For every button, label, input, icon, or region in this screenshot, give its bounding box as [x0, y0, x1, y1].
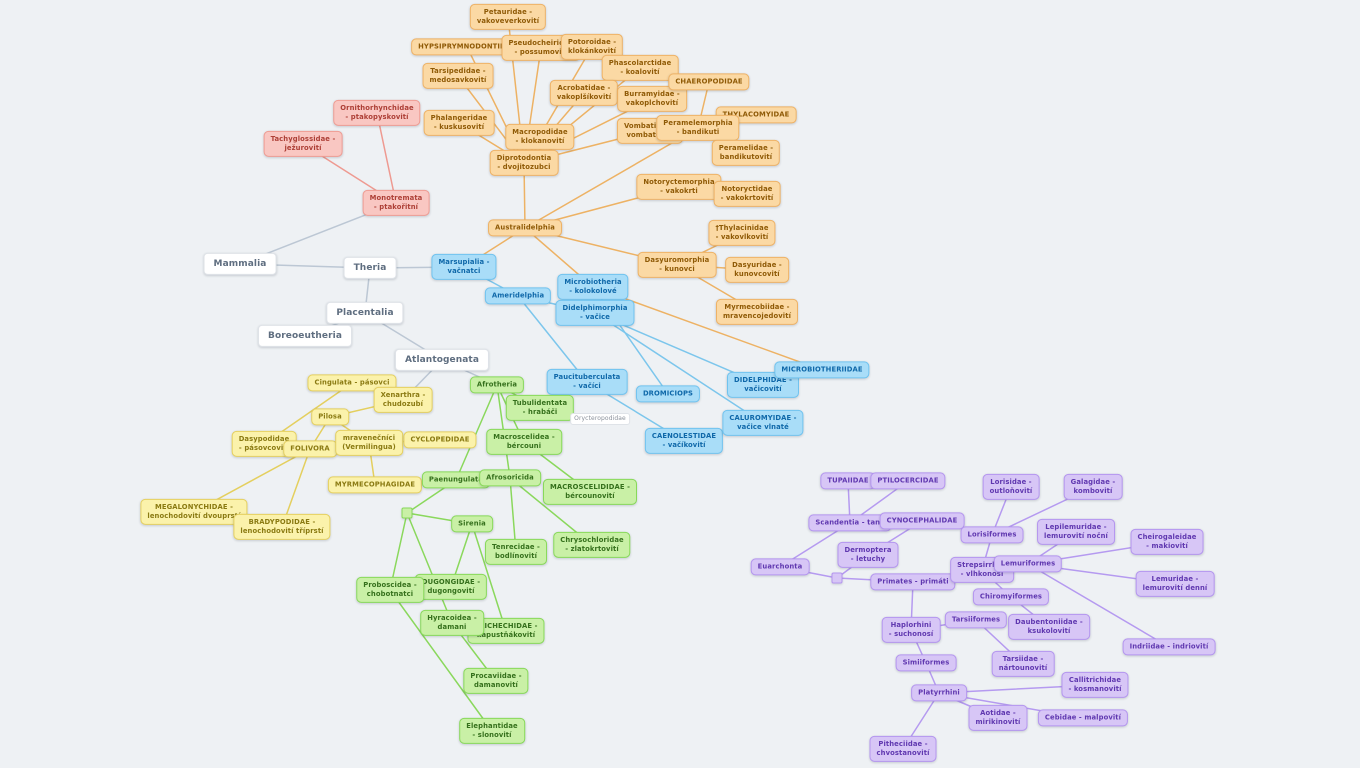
- node-tupaiidae[interactable]: TUPAIIDAE: [820, 472, 876, 490]
- node-cynocephalidae[interactable]: CYNOCEPHALIDAE: [879, 512, 965, 530]
- edge-didelphimorphia-caluromyidae: [594, 312, 764, 424]
- node-notoryctidae[interactable]: Notoryctidae - vakokrtovití: [713, 180, 781, 208]
- node-dugongidae[interactable]: DUGONGIDAE - dugongovití: [414, 573, 488, 601]
- node-daubentoniidae[interactable]: Daubentoniidae - ksukolovití: [1008, 613, 1090, 641]
- node-dermoptera[interactable]: Dermoptera - letuchy: [837, 541, 899, 569]
- node-haplorhini[interactable]: Haplorhini - suchonosí: [881, 616, 941, 644]
- node-placentalia[interactable]: Placentalia: [326, 301, 404, 325]
- node-didelphimorphia[interactable]: Didelphimorphia - vačice: [555, 299, 635, 327]
- node-aotidae[interactable]: Aotidae - mirikinovití: [968, 704, 1028, 732]
- node-g-junction[interactable]: [401, 507, 413, 519]
- node-macroscelidea[interactable]: Macroscelidea - bércouni: [486, 428, 562, 456]
- node-phalangeridae[interactable]: Phalangeridae - kuskusovití: [423, 109, 495, 137]
- node-dasyuridae[interactable]: Dasyuridae - kunovcovití: [725, 256, 789, 284]
- node-lemuridae[interactable]: Lemuridae - lemurovití denní: [1135, 570, 1215, 598]
- node-elephantidae[interactable]: Elephantidae - slonovití: [459, 717, 525, 745]
- node-megalonychidae[interactable]: MEGALONYCHIDAE - lenochodovití dvouprstí: [140, 498, 248, 526]
- node-lorisiformes[interactable]: Lorisiformes: [960, 526, 1024, 544]
- node-lemuriformes[interactable]: Lemuriformes: [993, 555, 1063, 573]
- node-ameridelphia[interactable]: Ameridelphia: [484, 287, 552, 305]
- node-cyclopedidae[interactable]: CYCLOPEDIDAE: [403, 431, 477, 449]
- node-chiromyiformes[interactable]: Chiromyiformes: [972, 588, 1050, 606]
- node-australidelphia[interactable]: Australidelphia: [488, 219, 562, 237]
- node-marsupialia[interactable]: Marsupialia - vačnatci: [431, 253, 497, 281]
- node-tarsiiformes[interactable]: Tarsiiformes: [944, 611, 1008, 629]
- node-dromiciops[interactable]: DROMICIOPS: [635, 385, 701, 403]
- node-microbiotheria[interactable]: Microbiotheria - kolokolové: [557, 273, 629, 301]
- node-lorisidae[interactable]: Lorisidae - outloňovití: [982, 473, 1040, 501]
- node-euarchonta[interactable]: Euarchonta: [750, 558, 810, 576]
- node-galagidae[interactable]: Galagidae - kombovití: [1063, 473, 1123, 501]
- edge-g-junction-hyracoidea: [406, 512, 453, 624]
- node-cebidae[interactable]: Cebidae - malpovití: [1037, 709, 1129, 727]
- node-microbiotheriidae[interactable]: MICROBIOTHERIIDAE: [774, 361, 870, 379]
- edge-proboscidea-elephantidae: [389, 589, 493, 732]
- node-scandentia[interactable]: Scandentia - tany: [808, 514, 892, 532]
- node-petauridae[interactable]: Petauridae - vakoveverkovití: [469, 3, 547, 31]
- node-primates[interactable]: Primates - primáti: [870, 573, 956, 591]
- edge-ornithorhynchidae-monotremata: [376, 112, 397, 204]
- node-caenolestidae[interactable]: CAENOLESTIDAE - vačíkovití: [644, 427, 724, 455]
- node-ornithorhynchidae[interactable]: Ornithorhynchidae - ptakopyskovití: [333, 99, 421, 127]
- node-theria[interactable]: Theria: [343, 256, 397, 280]
- node-paenungulata[interactable]: Paenungulata: [421, 471, 491, 489]
- node-chrysochloridae[interactable]: Chrysochloridae - zlatokrtovití: [553, 531, 631, 559]
- node-myrmecobiidae[interactable]: Myrmecobiidae - mravencojedovití: [715, 298, 799, 326]
- node-tarsiidae[interactable]: Tarsiidae - nártounovití: [991, 650, 1055, 678]
- node-p-junction[interactable]: [831, 572, 843, 584]
- node-ptilocercidae[interactable]: PTILOCERCIDAE: [870, 472, 946, 490]
- edge-lemuriformes-indriidae: [1027, 563, 1170, 648]
- edge-australidelphia-peramelemorphia: [524, 127, 699, 229]
- node-myrmecophagidae[interactable]: MYRMECOPHAGIDAE: [327, 476, 423, 494]
- node-xenarthra[interactable]: Xenarthra - chudozubí: [373, 386, 433, 414]
- node-tubulidentata[interactable]: Tubulidentata - hrabáči: [505, 394, 575, 422]
- node-orycteropodidae[interactable]: Orycteropodidae: [570, 412, 630, 426]
- node-bradypodidae[interactable]: BRADYPODIDAE - lenochodovití tříprstí: [233, 513, 331, 541]
- node-boreoeutheria[interactable]: Boreoeutheria: [258, 324, 352, 348]
- node-lepilemuridae[interactable]: Lepilemuridae - lemurovití noční: [1037, 518, 1115, 546]
- edge-ameridelphia-paucituberculata: [517, 295, 588, 383]
- node-vermilingua[interactable]: mravenečníci (Vermilingua): [335, 429, 403, 457]
- node-callitrichidae[interactable]: Callitrichidae - kosmanovití: [1061, 671, 1129, 699]
- node-chaeropodidae[interactable]: CHAEROPODIDAE: [668, 73, 750, 91]
- node-sirenia[interactable]: Sirenia: [451, 515, 493, 533]
- node-tenrecidae[interactable]: Tenrecidae - bodlínovití: [485, 538, 547, 566]
- node-acrobatidae[interactable]: Acrobatidae - vakoplšíkovití: [549, 79, 619, 107]
- node-hyracoidea[interactable]: Hyracoidea - damani: [420, 609, 484, 637]
- node-macroscelididae[interactable]: MACROSCELIDIDAE - bércounovití: [542, 478, 638, 506]
- node-afrotheria[interactable]: Afrotheria: [469, 376, 525, 394]
- node-thylacinidae[interactable]: †Thylacinidae - vakovlkovití: [708, 219, 776, 247]
- edge-sirenia-trichechidae: [471, 523, 507, 632]
- edge-afrotheria-paenungulata: [455, 384, 498, 481]
- node-indriidae[interactable]: Indriidae - indriovití: [1122, 638, 1216, 656]
- node-phascolarctidae[interactable]: Phascolarctidae - koalovití: [601, 54, 679, 82]
- node-afrosoricida[interactable]: Afrosoricida: [479, 469, 541, 487]
- node-pitheciidae[interactable]: Pitheciidae - chvostanovití: [869, 735, 937, 763]
- node-macropodidae[interactable]: Macropodidae - klokanovití: [505, 123, 575, 151]
- node-diprotodontia[interactable]: Diprotodontia - dvojitozubci: [489, 149, 559, 177]
- node-dasyuromorphia[interactable]: Dasyuromorphia - kunovci: [637, 251, 717, 279]
- node-burramyidae[interactable]: Burramyidae - vakoplchovití: [617, 85, 687, 113]
- node-simiiformes[interactable]: Simiiformes: [895, 654, 957, 672]
- node-atlantogenata[interactable]: Atlantogenata: [394, 348, 490, 372]
- node-pilosa[interactable]: Pilosa: [311, 408, 349, 426]
- node-notoryctemorphia[interactable]: Notoryctemorphia - vakokrti: [636, 173, 722, 201]
- node-proboscidea[interactable]: Proboscidea - chobotnatci: [356, 576, 424, 604]
- node-mammalia[interactable]: Mammalia: [203, 252, 277, 276]
- node-potoroidae[interactable]: Potoroidae - klokánkovití: [560, 33, 624, 61]
- node-peramelemorphia[interactable]: Peramelemorphia - bandikuti: [656, 114, 740, 142]
- node-procaviidae[interactable]: Procaviidae - damanovití: [463, 667, 529, 695]
- node-paucituberculata[interactable]: Paucituberculata - vačíci: [546, 368, 628, 396]
- node-tarsipedidae[interactable]: Tarsipedidae - medosavkovití: [422, 62, 494, 90]
- node-peramelidae[interactable]: Peramelidae - bandikutovití: [711, 139, 781, 167]
- node-cheirogaleidae[interactable]: Cheirogaleidae - makiovití: [1130, 528, 1204, 556]
- node-tachyglossidae[interactable]: Tachyglossidae - ježurovití: [263, 130, 343, 158]
- node-platyrrhini[interactable]: Platyrrhini: [911, 684, 967, 702]
- node-caluromyidae[interactable]: CALUROMYIDAE - vačice vlnaté: [722, 409, 804, 437]
- node-monotremata[interactable]: Monotremata - ptakořitní: [362, 189, 430, 217]
- node-folivora[interactable]: FOLIVORA: [283, 440, 337, 458]
